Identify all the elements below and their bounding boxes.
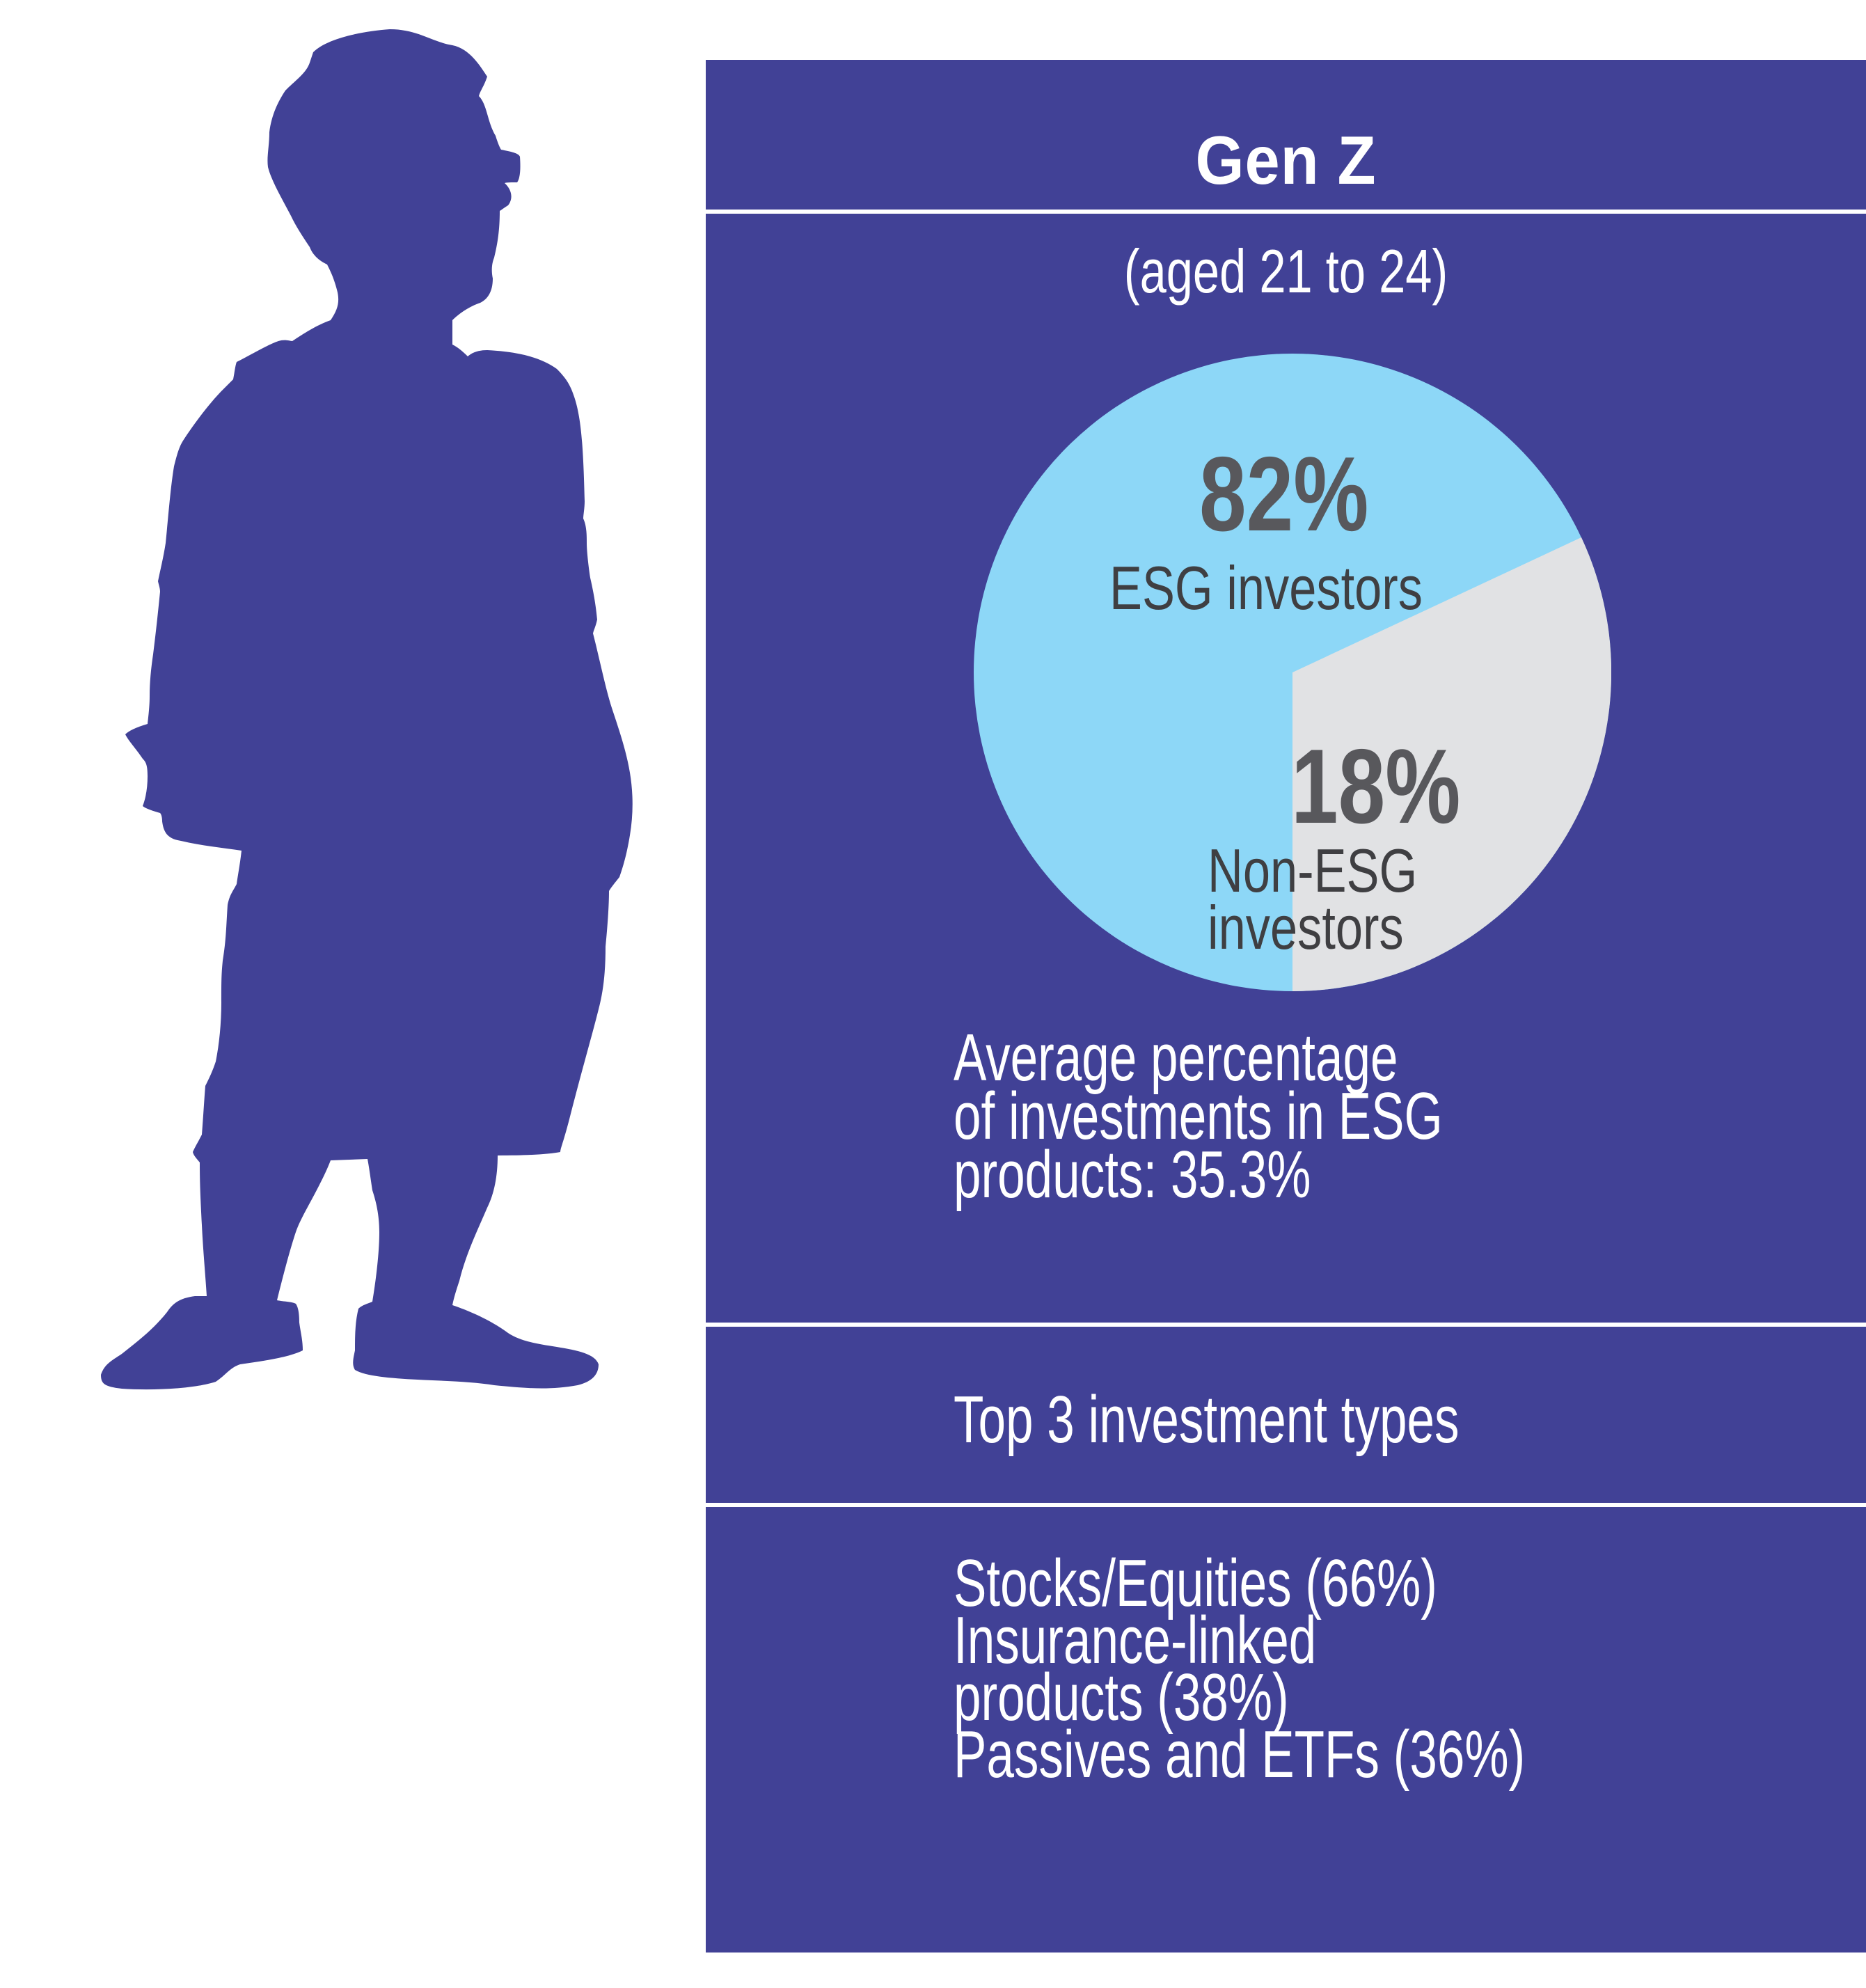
esg-percentage: 82%: [1199, 435, 1369, 553]
top-investment-types-heading: Top 3 investment types: [954, 1382, 1460, 1457]
generation-title: Gen Z: [1195, 122, 1377, 198]
average-line-1: Average percentage: [954, 1020, 1398, 1095]
top-investment-types-list: Stocks/Equities (66%) Insurance-linked p…: [954, 1546, 1526, 1792]
non-esg-label: Non-ESG investors: [1208, 836, 1418, 962]
non-esg-slice: [1292, 537, 1611, 991]
investment-type-item: Passives and ETFs (36%): [954, 1717, 1526, 1792]
non-esg-percentage: 18%: [1291, 727, 1461, 846]
age-range-subtitle: (aged 21 to 24): [1123, 237, 1448, 306]
esg-label: ESG investors: [1109, 553, 1423, 622]
investment-type-item: products (38%): [954, 1660, 1289, 1735]
esg-pie-chart: [974, 354, 1611, 991]
divider-line: [706, 1323, 1866, 1327]
average-line-2: of investments in ESG: [954, 1079, 1443, 1153]
divider-line: [706, 1503, 1866, 1507]
investment-type-item: Stocks/Equities (66%): [954, 1546, 1437, 1620]
investment-type-item: Insurance-linked: [954, 1603, 1317, 1678]
average-line-3: products: 35.3%: [954, 1137, 1311, 1212]
non-esg-label-line1: Non-ESG: [1208, 836, 1418, 905]
person-silhouette-icon: [101, 29, 633, 1390]
divider-line: [706, 210, 1866, 214]
average-esg-percentage-text: Average percentage of investments in ESG…: [954, 1020, 1443, 1212]
non-esg-label-line2: investors: [1208, 893, 1404, 962]
